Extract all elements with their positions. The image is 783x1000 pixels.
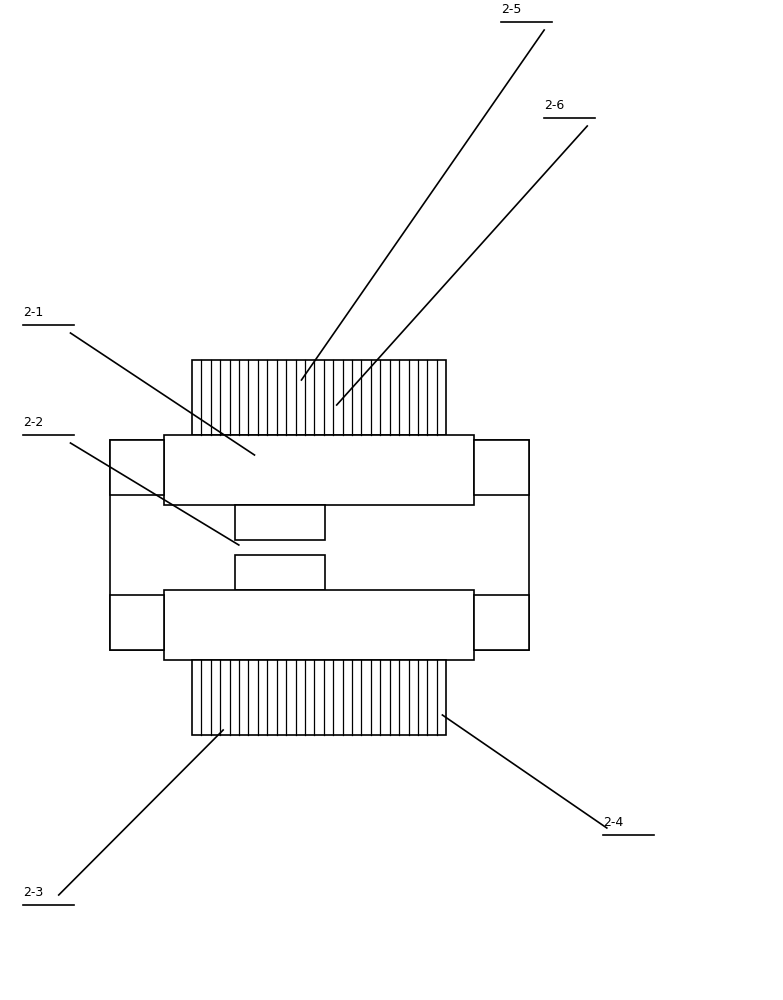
Text: 2-2: 2-2: [23, 416, 44, 429]
Text: 2-5: 2-5: [501, 3, 521, 16]
Bar: [474, 440, 529, 495]
Bar: [110, 440, 164, 495]
Bar: [110, 595, 164, 650]
Bar: [474, 595, 529, 650]
Text: 2-1: 2-1: [23, 306, 44, 319]
Bar: [110, 440, 529, 650]
Text: 2-3: 2-3: [23, 886, 44, 899]
Bar: [235, 555, 325, 590]
Text: 2-4: 2-4: [603, 816, 623, 829]
Bar: [192, 360, 446, 435]
Bar: [164, 435, 474, 505]
Bar: [235, 505, 325, 540]
Bar: [164, 590, 474, 660]
Bar: [192, 660, 446, 735]
Text: 2-6: 2-6: [544, 99, 565, 112]
